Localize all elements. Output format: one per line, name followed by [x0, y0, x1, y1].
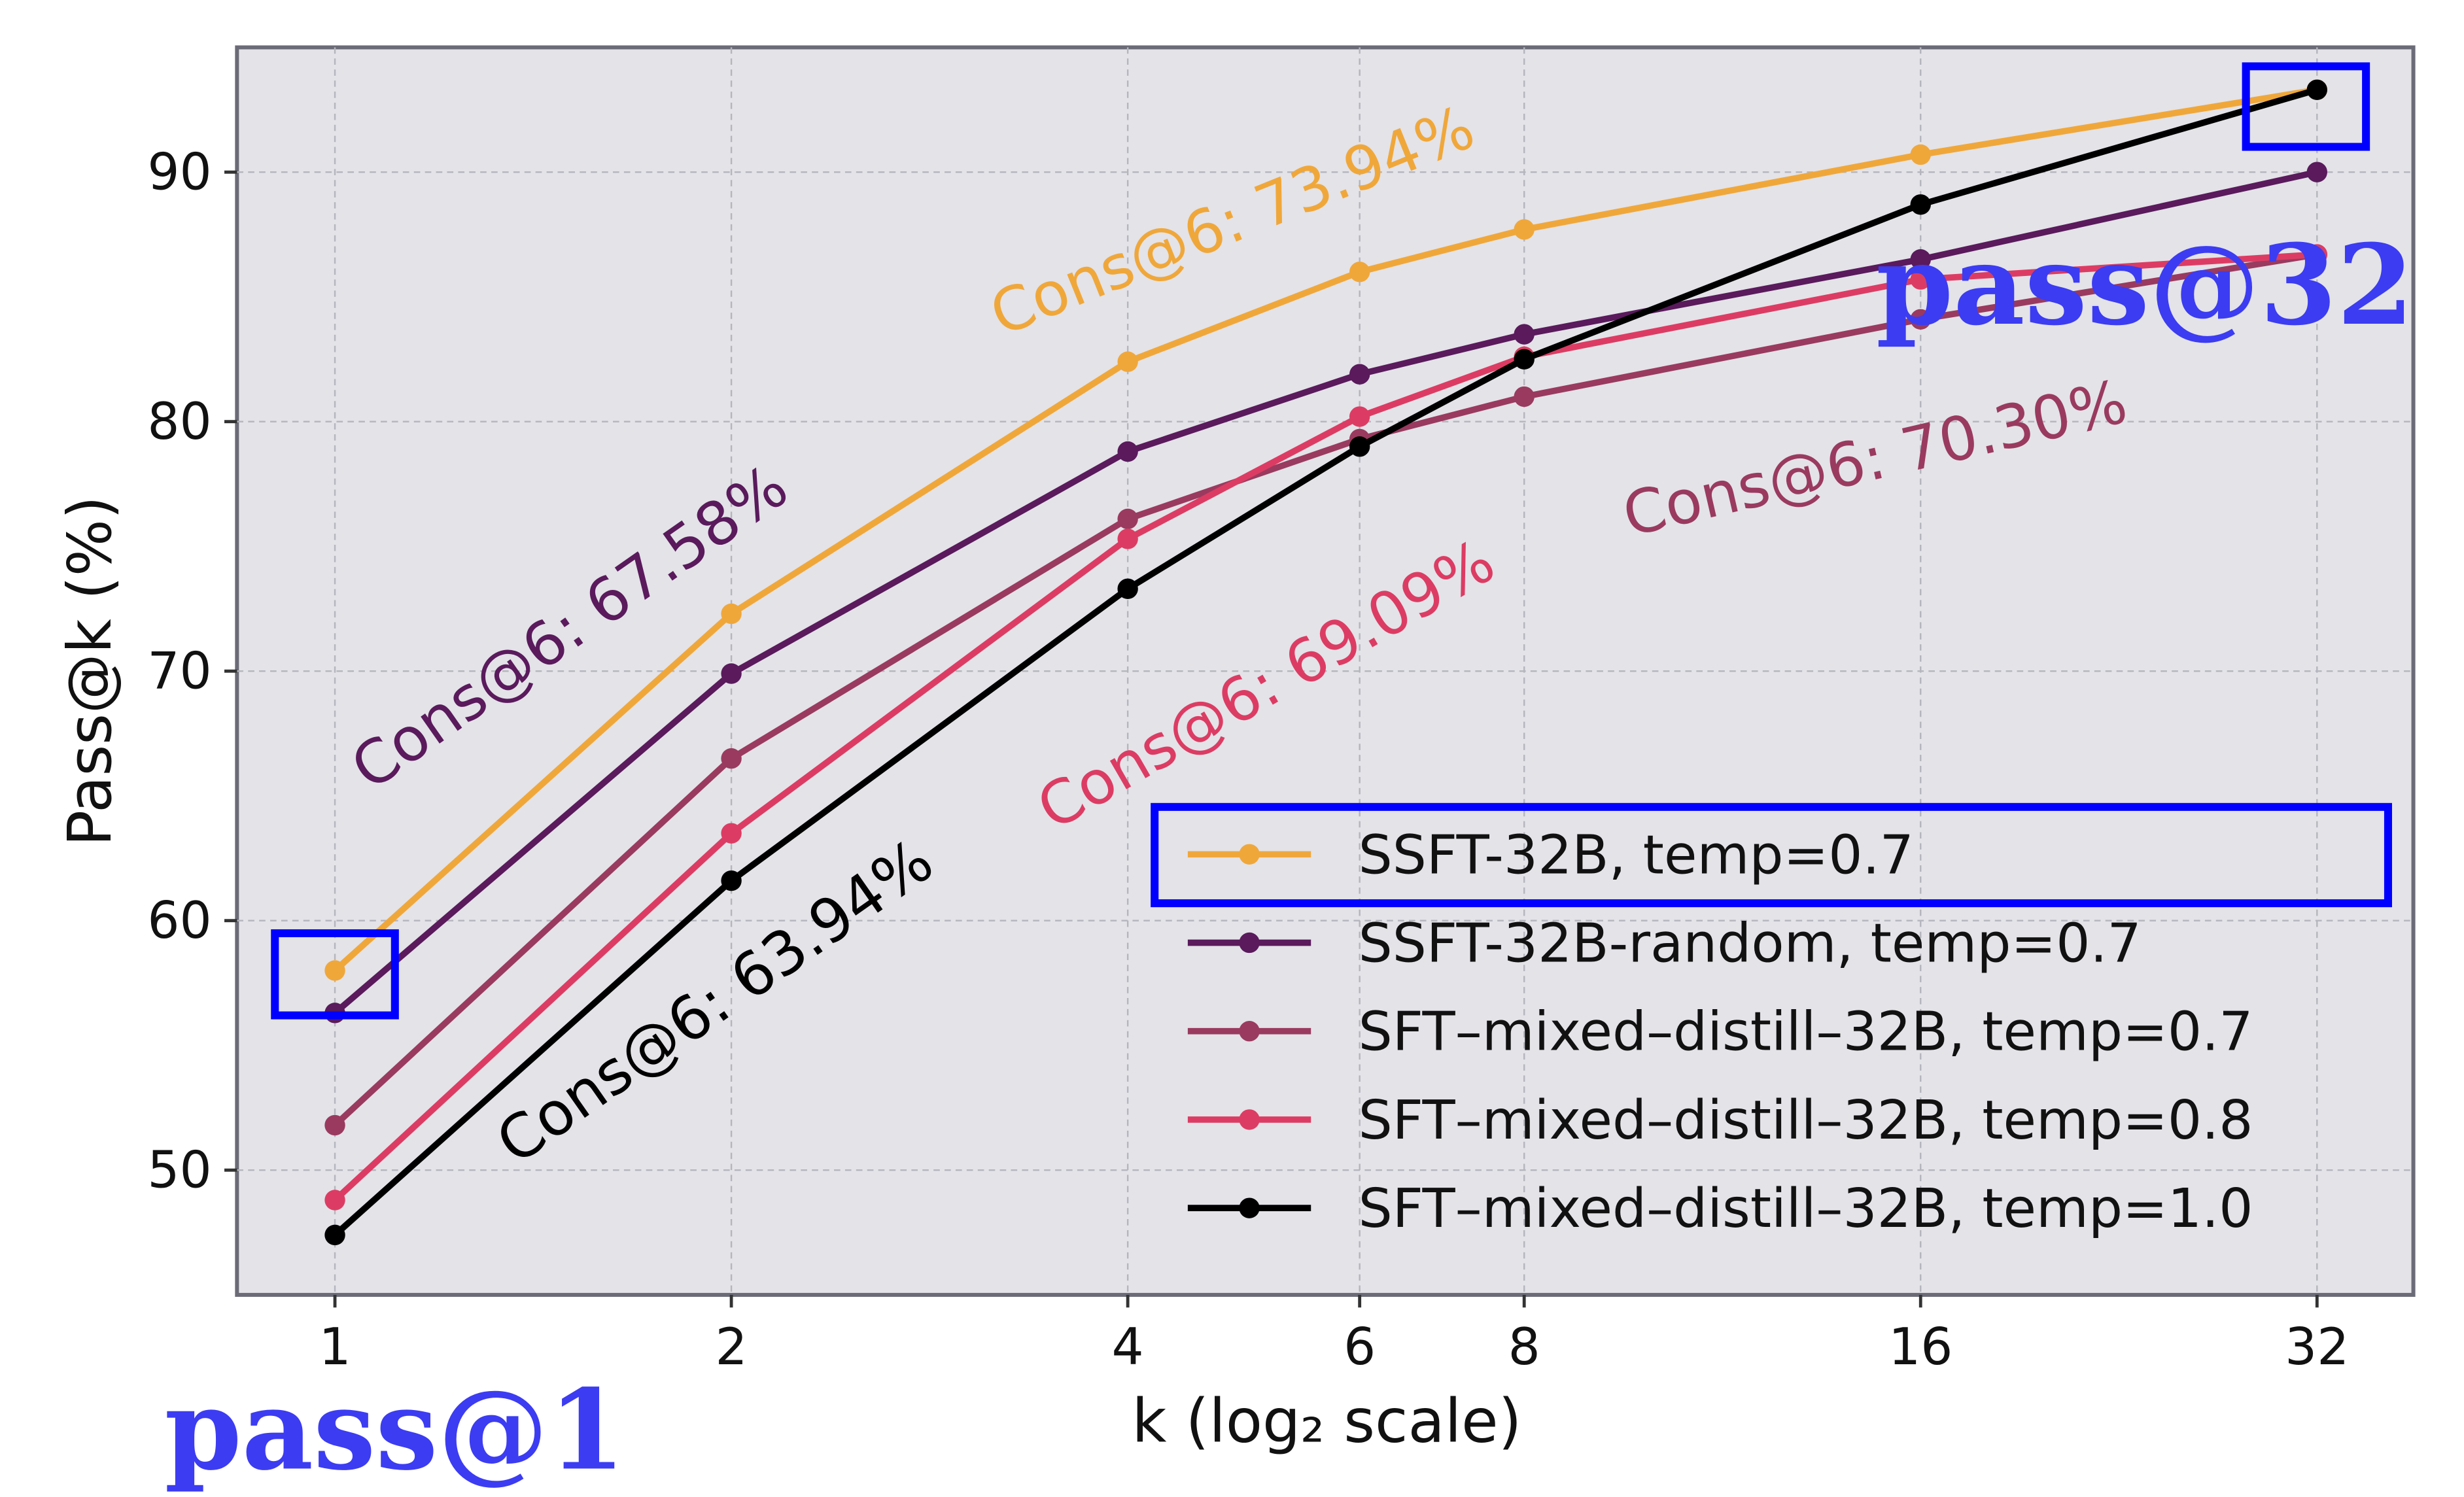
- data-point: [1117, 578, 1138, 599]
- axis-ticks: 1 2 4 6 8 16 32 50 60 70 80 90: [147, 143, 2349, 1377]
- data-point: [1910, 194, 1931, 215]
- y-tick-label: 80: [147, 392, 211, 451]
- y-tick-label: 70: [147, 642, 211, 701]
- y-tick-label: 50: [147, 1141, 211, 1200]
- data-point: [1910, 309, 1931, 330]
- data-point: [1514, 386, 1535, 407]
- data-point: [1514, 349, 1535, 370]
- data-point: [2306, 79, 2327, 100]
- legend-label: SFT–mixed–distill–32B, temp=0.8: [1359, 1090, 2253, 1152]
- x-tick-label: 2: [716, 1318, 748, 1377]
- x-tick-label: 6: [1344, 1318, 1376, 1377]
- y-tick-label: 90: [147, 143, 211, 202]
- data-point: [1117, 441, 1138, 462]
- data-point: [324, 1114, 345, 1136]
- data-point: [1910, 249, 1931, 270]
- data-point: [1514, 324, 1535, 345]
- pass32-label: pass@32: [1876, 220, 2414, 350]
- legend-label: SSFT-32B-random, temp=0.7: [1359, 912, 2142, 974]
- data-point: [1117, 528, 1138, 549]
- pass1-label: pass@1: [165, 1365, 626, 1495]
- legend-label: SSFT-32B, temp=0.7: [1359, 824, 1914, 886]
- data-point: [721, 603, 742, 625]
- series-5: [324, 79, 2327, 1246]
- legend-entry: SSFT-32B-random, temp=0.7: [1187, 912, 2142, 974]
- data-point: [324, 960, 345, 981]
- x-tick-label: 16: [1888, 1318, 1952, 1377]
- legend: SSFT-32B, temp=0.7 SSFT-32B-random, temp=…: [1187, 824, 2253, 1240]
- legend-label: SFT–mixed–distill–32B, temp=0.7: [1359, 1001, 2253, 1063]
- series-2: [324, 162, 2327, 1024]
- data-point: [1910, 144, 1931, 165]
- x-tick-label: 8: [1508, 1318, 1540, 1377]
- highlight-box-pass32: [2242, 62, 2370, 151]
- legend-entry: SFT–mixed–distill–32B, temp=0.8: [1187, 1090, 2253, 1152]
- legend-entry: SFT–mixed–distill–32B, temp=0.7: [1187, 1001, 2253, 1063]
- highlight-box-pass1: [271, 929, 399, 1020]
- data-point: [2306, 162, 2327, 182]
- legend-entry: SSFT-32B, temp=0.7: [1187, 824, 1914, 886]
- legend-marker: [1239, 1021, 1260, 1042]
- data-point: [721, 748, 742, 769]
- legend-label: SFT–mixed–distill–32B, temp=1.0: [1359, 1178, 2253, 1240]
- y-axis-label: Pass@k (%): [55, 496, 125, 846]
- x-axis-label: k (log₂ scale): [1132, 1386, 1521, 1456]
- legend-marker: [1239, 1197, 1260, 1218]
- data-point: [1349, 406, 1370, 427]
- series-lines: [324, 79, 2327, 1246]
- data-point: [1117, 508, 1138, 530]
- data-point: [324, 1224, 345, 1246]
- y-tick-label: 60: [147, 891, 211, 950]
- data-point: [1349, 262, 1370, 283]
- highlight-box-legend: [1151, 802, 2392, 908]
- x-tick-label: 32: [2285, 1318, 2349, 1377]
- data-point: [721, 823, 742, 844]
- legend-marker: [1239, 844, 1260, 865]
- data-point: [721, 870, 742, 891]
- data-point: [1514, 219, 1535, 240]
- data-point: [721, 663, 742, 684]
- data-point: [1910, 269, 1931, 290]
- data-point: [1349, 364, 1370, 385]
- legend-marker: [1239, 932, 1260, 954]
- x-tick-label: 1: [319, 1318, 351, 1377]
- data-point: [1349, 436, 1370, 457]
- x-tick-label: 4: [1112, 1318, 1144, 1377]
- legend-entry: SFT–mixed–distill–32B, temp=1.0: [1187, 1178, 2253, 1240]
- data-point: [324, 1190, 345, 1211]
- legend-marker: [1239, 1109, 1260, 1130]
- data-point: [2306, 244, 2327, 265]
- data-point: [1117, 351, 1138, 372]
